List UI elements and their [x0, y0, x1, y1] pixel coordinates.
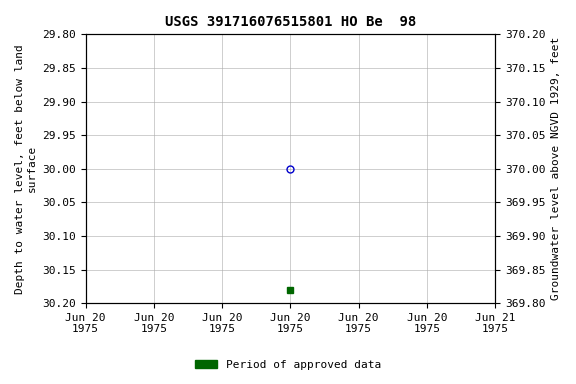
Y-axis label: Depth to water level, feet below land
surface: Depth to water level, feet below land su…: [15, 44, 37, 294]
Y-axis label: Groundwater level above NGVD 1929, feet: Groundwater level above NGVD 1929, feet: [551, 37, 561, 300]
Title: USGS 391716076515801 HO Be  98: USGS 391716076515801 HO Be 98: [165, 15, 416, 29]
Legend: Period of approved data: Period of approved data: [191, 356, 385, 375]
